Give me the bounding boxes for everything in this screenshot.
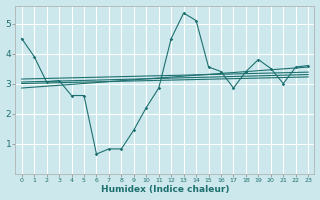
X-axis label: Humidex (Indice chaleur): Humidex (Indice chaleur) (101, 185, 229, 194)
